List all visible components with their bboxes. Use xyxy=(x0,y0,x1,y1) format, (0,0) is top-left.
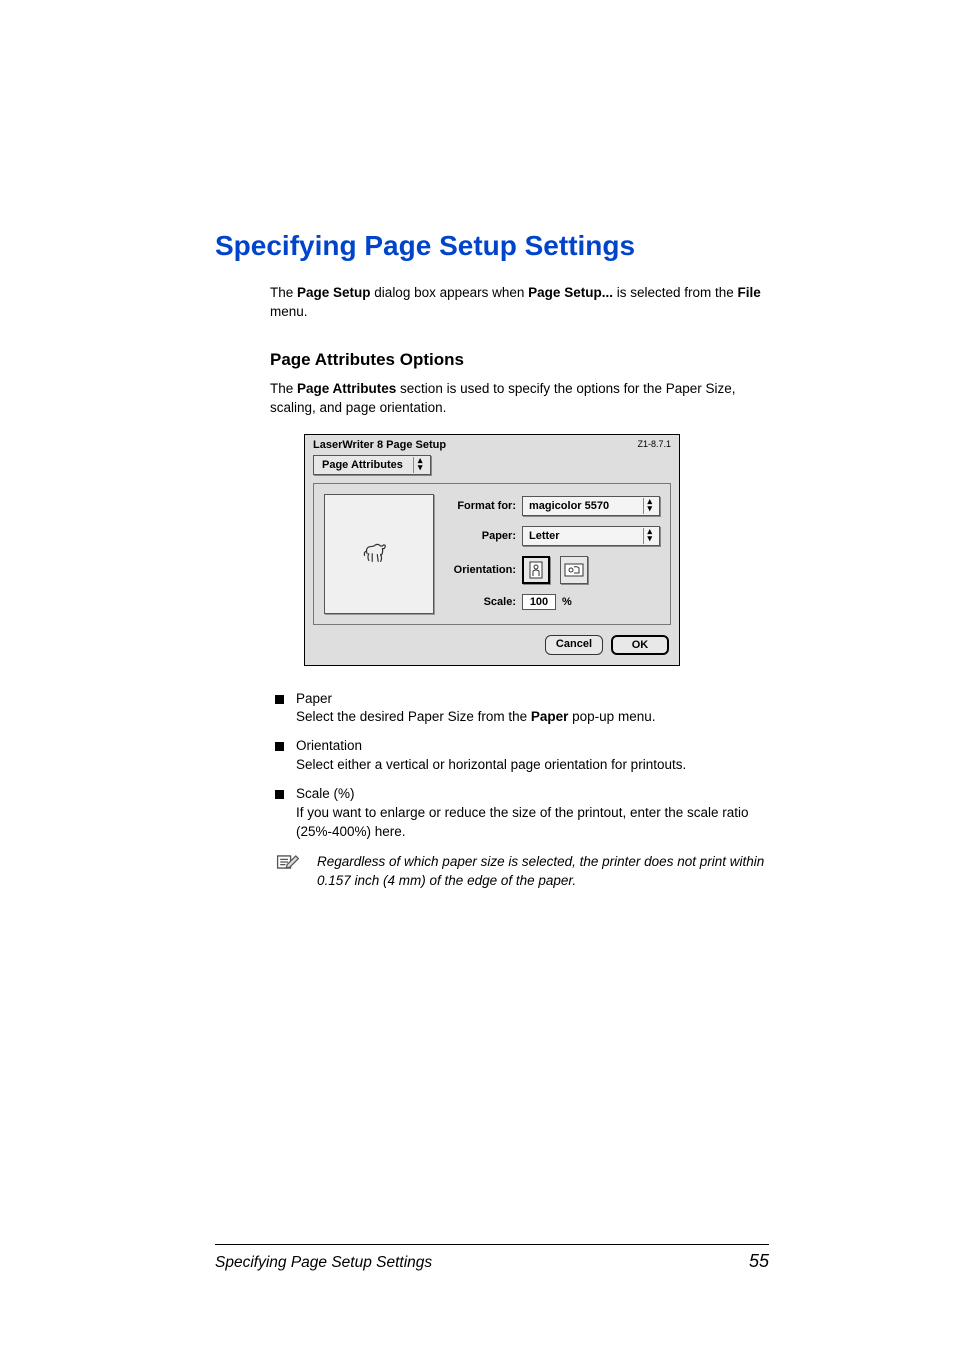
bullet-desc: Select either a vertical or horizontal p… xyxy=(296,756,769,775)
format-for-combo[interactable]: magicolor 5570 ▴▾ xyxy=(522,496,660,516)
orientation-label: Orientation: xyxy=(448,564,516,576)
text: pop-up menu. xyxy=(568,709,655,724)
ok-button[interactable]: OK xyxy=(611,635,669,655)
tab-label: Page Attributes xyxy=(322,459,403,471)
list-item: Orientation Select either a vertical or … xyxy=(275,737,769,775)
bullet-title: Scale (%) xyxy=(296,785,769,804)
bullet-title: Paper xyxy=(296,690,769,709)
tab-selector[interactable]: Page Attributes ▴▾ xyxy=(313,455,431,475)
stepper-icon: ▴▾ xyxy=(643,528,655,544)
subheading: Page Attributes Options xyxy=(270,350,769,370)
sub-intro: The Page Attributes section is used to s… xyxy=(270,380,769,418)
text: The xyxy=(270,285,297,300)
page-preview xyxy=(324,494,434,614)
bullet-square-icon xyxy=(275,695,284,704)
bullet-square-icon xyxy=(275,790,284,799)
dog-preview-icon xyxy=(362,538,396,569)
bullet-desc: Select the desired Paper Size from the P… xyxy=(296,708,769,727)
format-for-label: Format for: xyxy=(448,500,516,512)
cancel-button[interactable]: Cancel xyxy=(545,635,603,655)
note: Regardless of which paper size is select… xyxy=(275,852,769,891)
scale-label: Scale: xyxy=(448,596,516,608)
text: The xyxy=(270,381,297,396)
orientation-row: Orientation: xyxy=(448,556,660,584)
scale-input[interactable]: 100 xyxy=(522,594,556,610)
orientation-portrait-button[interactable] xyxy=(522,556,550,584)
list-item: Paper Select the desired Paper Size from… xyxy=(275,690,769,728)
paper-value: Letter xyxy=(529,530,560,542)
dialog-body: Format for: magicolor 5570 ▴▾ Paper: Let… xyxy=(313,483,671,625)
list-item: Scale (%) If you want to enlarge or redu… xyxy=(275,785,769,842)
footer-page-number: 55 xyxy=(749,1251,769,1272)
paper-row: Paper: Letter ▴▾ xyxy=(448,526,660,546)
text-bold: File xyxy=(738,285,761,300)
bullet-square-icon xyxy=(275,742,284,751)
note-pencil-icon xyxy=(275,852,301,891)
text-bold: Paper xyxy=(531,709,569,724)
format-for-row: Format for: magicolor 5570 ▴▾ xyxy=(448,496,660,516)
text-bold: Page Setup... xyxy=(528,285,613,300)
page-heading: Specifying Page Setup Settings xyxy=(215,230,769,262)
note-text: Regardless of which paper size is select… xyxy=(317,852,769,891)
text-bold: Page Setup xyxy=(297,285,371,300)
orientation-landscape-button[interactable] xyxy=(560,556,588,584)
intro-paragraph: The Page Setup dialog box appears when P… xyxy=(270,284,769,322)
scale-suffix: % xyxy=(562,596,572,608)
text-bold: Page Attributes xyxy=(297,381,396,396)
bullet-list: Paper Select the desired Paper Size from… xyxy=(275,690,769,842)
paper-combo[interactable]: Letter ▴▾ xyxy=(522,526,660,546)
stepper-icon: ▴▾ xyxy=(413,457,427,473)
text: menu. xyxy=(270,304,308,319)
format-for-value: magicolor 5570 xyxy=(529,500,609,512)
text: is selected from the xyxy=(613,285,738,300)
stepper-icon: ▴▾ xyxy=(643,498,655,514)
footer-title: Specifying Page Setup Settings xyxy=(215,1254,432,1272)
page-footer: Specifying Page Setup Settings 55 xyxy=(215,1244,769,1272)
paper-label: Paper: xyxy=(448,530,516,542)
text: dialog box appears when xyxy=(371,285,529,300)
dialog-version: Z1-8.7.1 xyxy=(637,439,671,451)
text: Select the desired Paper Size from the xyxy=(296,709,531,724)
scale-row: Scale: 100 % xyxy=(448,594,660,610)
page-setup-dialog: LaserWriter 8 Page Setup Z1-8.7.1 Page A… xyxy=(304,434,680,666)
dialog-title: LaserWriter 8 Page Setup xyxy=(313,439,446,451)
bullet-title: Orientation xyxy=(296,737,769,756)
bullet-desc: If you want to enlarge or reduce the siz… xyxy=(296,804,769,842)
